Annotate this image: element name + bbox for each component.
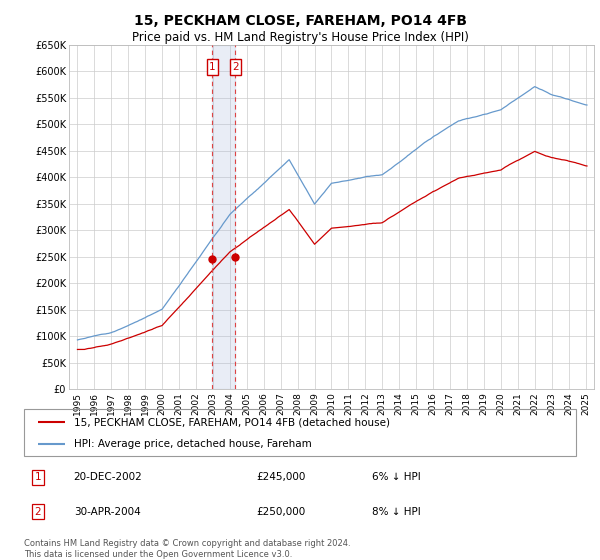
Bar — [212, 45, 235, 389]
Text: 20-DEC-2002: 20-DEC-2002 — [74, 472, 142, 482]
Text: 15, PECKHAM CLOSE, FAREHAM, PO14 4FB (detached house): 15, PECKHAM CLOSE, FAREHAM, PO14 4FB (de… — [74, 417, 389, 427]
Text: 1: 1 — [34, 472, 41, 482]
Text: 1: 1 — [209, 62, 216, 72]
Text: 6% ↓ HPI: 6% ↓ HPI — [372, 472, 421, 482]
Text: HPI: Average price, detached house, Fareham: HPI: Average price, detached house, Fare… — [74, 439, 311, 449]
Text: 30-APR-2004: 30-APR-2004 — [74, 507, 140, 517]
Text: 15, PECKHAM CLOSE, FAREHAM, PO14 4FB: 15, PECKHAM CLOSE, FAREHAM, PO14 4FB — [133, 14, 467, 28]
Text: 2: 2 — [232, 62, 239, 72]
Text: Price paid vs. HM Land Registry's House Price Index (HPI): Price paid vs. HM Land Registry's House … — [131, 31, 469, 44]
Text: £250,000: £250,000 — [256, 507, 305, 517]
Text: Contains HM Land Registry data © Crown copyright and database right 2024.
This d: Contains HM Land Registry data © Crown c… — [24, 539, 350, 559]
Text: £245,000: £245,000 — [256, 472, 305, 482]
Text: 8% ↓ HPI: 8% ↓ HPI — [372, 507, 421, 517]
Text: 2: 2 — [34, 507, 41, 517]
